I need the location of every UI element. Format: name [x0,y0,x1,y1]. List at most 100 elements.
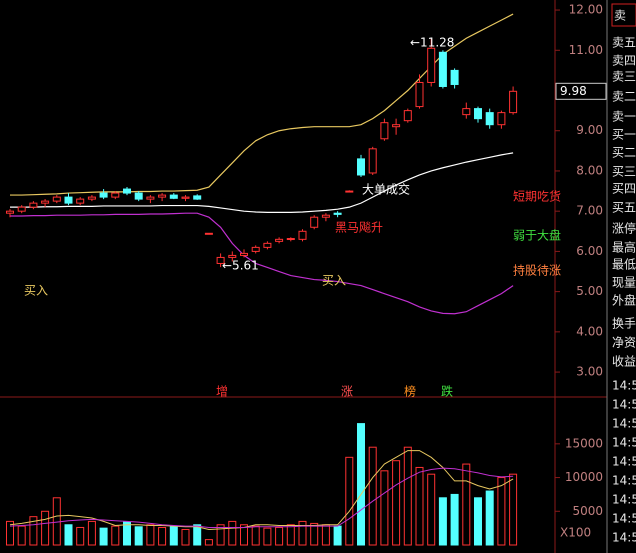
y-tick-label: 7.00 [576,204,603,218]
candle-body [275,238,284,242]
volume-bar [321,524,330,546]
candle-body [485,112,494,126]
quote-label: 卖三 [612,70,636,84]
y-tick-label: 5000 [572,504,603,518]
candle-body [497,112,506,126]
annotation: 大单成交 [362,182,410,197]
volume-bar [76,526,85,546]
quote-time: 14:5 [612,493,636,507]
candle-body [99,192,108,198]
annotation: 短期吃货 [513,189,561,204]
candle-body [17,206,26,212]
quote-time: 14:5 [612,436,636,450]
candle-body [321,214,330,218]
y-tick-label: 8.00 [576,163,603,177]
candle-body [146,196,155,200]
quote-label: 卖五 [612,36,636,50]
volume-bar [240,524,248,546]
volume-bar [134,526,143,546]
quote-label: 换手 [612,317,636,331]
volume-bar [111,525,120,546]
volume-bar [158,526,167,546]
y-tick-label: 6.00 [576,244,603,258]
y-tick-label: 3.00 [576,365,603,379]
volume-bar [64,524,73,546]
candle-body [298,230,307,240]
volume-bar [380,470,389,546]
volume-bar [146,524,155,546]
candle-body [403,110,412,122]
candle-body [368,148,377,174]
candle-body [415,81,424,108]
annotation: 买入 [24,284,48,298]
annotation: 买入 [322,274,346,288]
quote-time: 14:5 [612,474,636,488]
current-price-box [555,82,607,100]
quote-time: 14:5 [612,398,636,412]
y-tick-label: 15000 [565,436,603,450]
candle-body [427,47,436,83]
signal-label: 涨 [341,384,353,399]
volume-bar [17,525,26,546]
quote-label: 卖四 [612,54,636,68]
volume-bar [462,463,471,546]
band-line [10,212,514,315]
quote-time: 14:5 [612,417,636,431]
volume-bar [286,524,295,546]
candle-body [251,246,260,252]
volume-ma-line [9,467,514,528]
band-line [10,152,514,213]
candle-body [228,254,237,258]
volume-bar [169,525,178,546]
quote-label: 净资 [612,336,636,350]
volume-bar [509,473,518,546]
candle-body [87,196,96,200]
candle-body [52,196,61,202]
annotation: 黑马飚升 [335,220,383,235]
quote-time: 14:5 [612,455,636,469]
candle-body [216,256,225,264]
candle-body [193,195,202,200]
quote-label: 最低 [612,258,636,272]
annotation: ←11.28 [410,36,454,50]
quote-label: 现量 [612,276,636,290]
candle-body [357,158,365,176]
candle-body [450,69,459,85]
y-tick-label: 9.00 [576,123,603,137]
candle-body [111,192,120,198]
quote-label: 买二 [612,146,636,160]
quote-label: 买四 [612,182,636,196]
quote-header-box [611,3,636,27]
candle-body [438,51,447,87]
quote-time: 14:5 [612,512,636,526]
quote-label: 卖一 [612,110,636,124]
candle-body [240,252,248,256]
candle-body [41,200,50,204]
candle-body [263,242,272,248]
volume-bar [123,521,131,546]
annotation: 持股待涨 [513,263,561,278]
volume-bar [392,460,401,546]
volume-bar [87,520,96,546]
volume-bar [251,525,260,546]
quote-label: 买五 [612,201,636,215]
volume-bar [474,497,482,546]
volume-bar [99,527,108,546]
volume-bar [485,490,494,546]
quote-label: 卖二 [612,90,636,104]
candle-body [134,192,143,200]
candle-body [29,202,38,208]
quote-label: 买一 [612,128,636,142]
candle-body [76,198,85,204]
volume-bar [415,466,424,546]
signal-label: 榜 [404,384,416,399]
candle-body [169,194,178,199]
candle-body [345,190,354,193]
volume-bar [345,456,354,546]
annotation: ←5.61 [222,259,259,273]
volume-bar [275,526,284,546]
quote-time: 14:5 [612,531,636,545]
candle-body [64,196,73,204]
signal-label: 跌 [441,384,453,399]
